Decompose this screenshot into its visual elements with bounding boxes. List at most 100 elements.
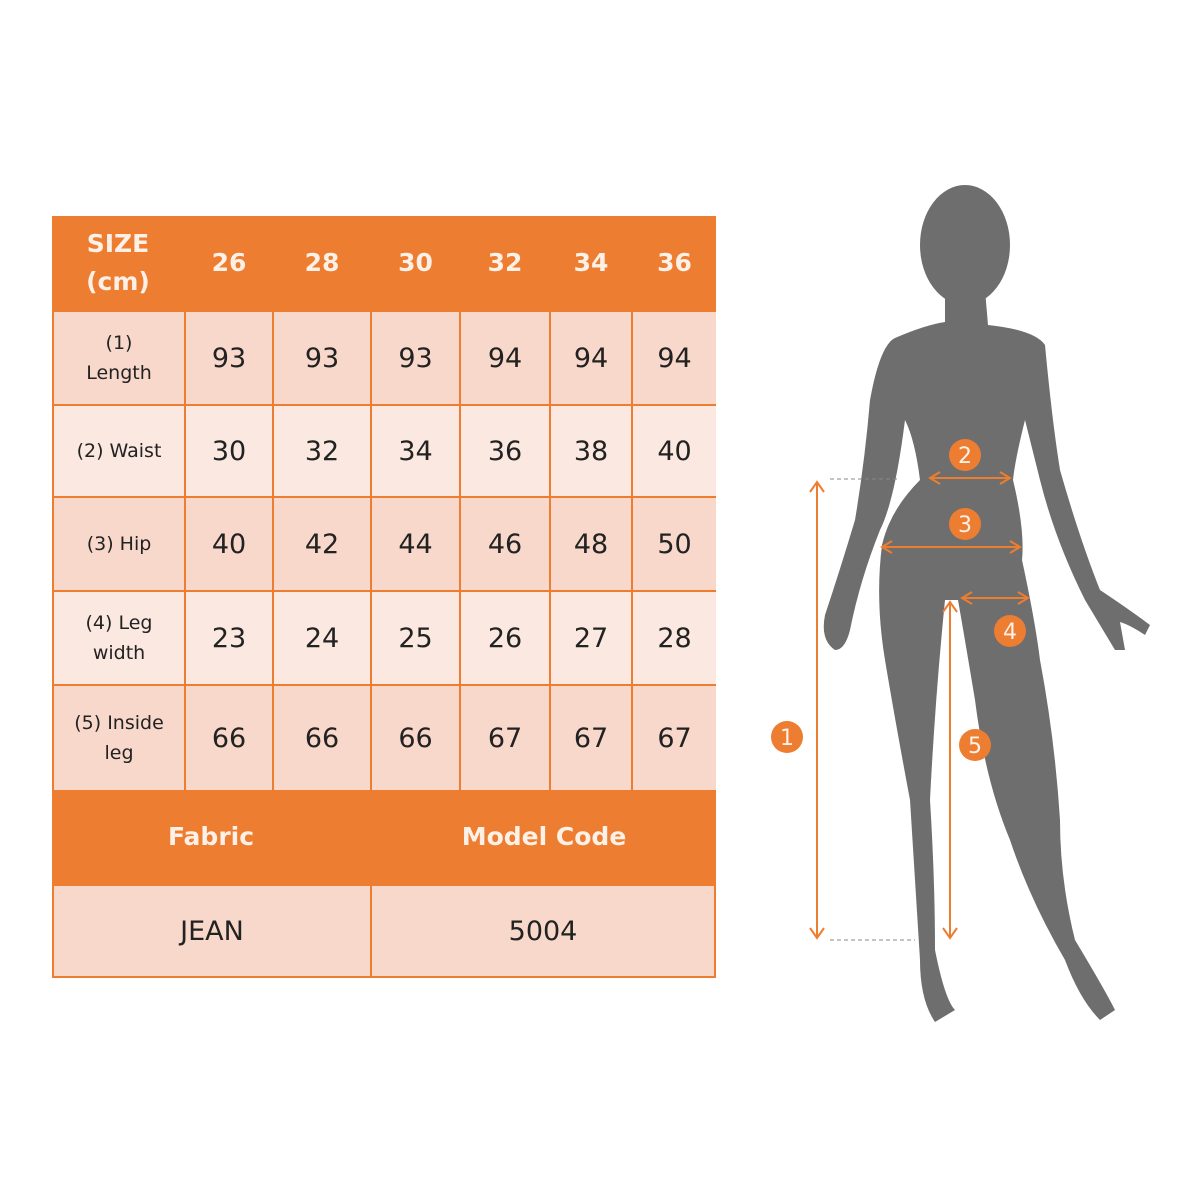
row-label-text: Length xyxy=(86,362,152,384)
row-label: (5) Inside leg xyxy=(54,686,184,790)
measurement-cell-text: 66 xyxy=(398,722,433,754)
measurement-cell-text: 42 xyxy=(304,528,340,560)
measurement-cell: 94 xyxy=(633,312,716,404)
model-code-value-text: 5004 xyxy=(508,915,578,947)
measurement-cell-text: 67 xyxy=(573,722,609,754)
size-column-header-text: 30 xyxy=(398,248,433,277)
measurement-cell: 38 xyxy=(551,406,631,496)
measurement-cell: 28 xyxy=(633,592,716,684)
measurement-cell: 46 xyxy=(461,498,549,590)
measurement-cell-text: 26 xyxy=(487,622,523,654)
size-header-text: SIZE xyxy=(86,229,150,258)
fabric-value-text: JEAN xyxy=(180,915,244,947)
measurement-cell: 93 xyxy=(186,312,272,404)
measurement-cell-text: 67 xyxy=(487,722,523,754)
marker-2-label: 2 xyxy=(958,444,972,469)
measurement-cell: 66 xyxy=(372,686,459,790)
measurement-cell: 26 xyxy=(461,592,549,684)
measurement-cell-text: 50 xyxy=(657,528,692,560)
fabric-value: JEAN xyxy=(54,886,370,976)
marker-5-badge xyxy=(959,729,991,761)
measurement-cell: 30 xyxy=(186,406,272,496)
measurement-cell: 36 xyxy=(461,406,549,496)
measurement-cell: 40 xyxy=(186,498,272,590)
measurement-cell-text: 94 xyxy=(487,342,523,374)
marker-3-badge xyxy=(949,508,981,540)
measurement-cell: 67 xyxy=(633,686,716,790)
marker-1-badge xyxy=(771,721,803,753)
row-label-text: (5) Inside xyxy=(74,712,164,734)
silhouette-icon xyxy=(823,185,1150,1022)
measurement-cell-text: 32 xyxy=(304,435,340,467)
measurement-cell-text: 40 xyxy=(657,435,692,467)
measurement-cell: 67 xyxy=(551,686,631,790)
measurement-cell-text: 94 xyxy=(657,342,692,374)
size-column-header-text: 32 xyxy=(487,248,523,277)
size-chart-table: SIZE (cm) 26 28 30 32 34 36 (1) Length 93 93 93 94 94 9… xyxy=(52,216,716,978)
size-column-header: 34 xyxy=(551,216,631,310)
measurement-cell: 94 xyxy=(461,312,549,404)
measurement-cell-text: 48 xyxy=(573,528,609,560)
row-label-text: (2) Waist xyxy=(76,440,162,462)
measurement-cell: 66 xyxy=(274,686,370,790)
row-label: (4) Leg width xyxy=(54,592,184,684)
measurement-cell-text: 93 xyxy=(398,342,433,374)
measurement-cell-text: 28 xyxy=(657,622,692,654)
model-code-header: Model Code xyxy=(372,790,716,884)
size-column-header: 36 xyxy=(633,216,716,310)
measurement-cell-text: 66 xyxy=(304,722,340,754)
measurement-cell: 93 xyxy=(274,312,370,404)
measurement-cell-text: 66 xyxy=(211,722,247,754)
measurement-cell-text: 24 xyxy=(304,622,340,654)
row-label: (3) Hip xyxy=(54,498,184,590)
measurement-cell-text: 46 xyxy=(487,528,523,560)
size-column-header: 32 xyxy=(461,216,549,310)
measurement-cell: 27 xyxy=(551,592,631,684)
measurement-cell: 42 xyxy=(274,498,370,590)
marker-4-label: 4 xyxy=(1003,620,1017,645)
measurement-cell-text: 27 xyxy=(573,622,609,654)
row-label-text: width xyxy=(92,642,146,664)
row-label-text: leg xyxy=(104,742,134,764)
measurement-cell: 93 xyxy=(372,312,459,404)
measurement-cell: 94 xyxy=(551,312,631,404)
row-label-text: (1) xyxy=(105,332,133,354)
measurement-cell: 67 xyxy=(461,686,549,790)
size-column-header: 28 xyxy=(274,216,370,310)
measurement-cell: 44 xyxy=(372,498,459,590)
marker-5-label: 5 xyxy=(968,734,982,759)
measurement-cell-text: 36 xyxy=(487,435,523,467)
measurement-cell-text: 93 xyxy=(304,342,340,374)
body-silhouette-diagram: 1 2 3 4 5 xyxy=(771,185,1150,1022)
measurement-cell: 25 xyxy=(372,592,459,684)
marker-1-label: 1 xyxy=(780,726,794,751)
measurement-cell-text: 25 xyxy=(398,622,433,654)
row-label-text: (3) Hip xyxy=(86,533,152,555)
size-column-header: 30 xyxy=(372,216,459,310)
model-code-header-text: Model Code xyxy=(461,822,627,851)
row-label: (2) Waist xyxy=(54,406,184,496)
row-label: (1) Length xyxy=(54,312,184,404)
size-column-header-text: 28 xyxy=(304,248,340,277)
measurement-cell: 34 xyxy=(372,406,459,496)
fabric-header-text: Fabric xyxy=(167,822,255,851)
marker-4-badge xyxy=(994,615,1026,647)
measurement-cell: 40 xyxy=(633,406,716,496)
marker-2-badge xyxy=(949,439,981,471)
size-column-header-text: 34 xyxy=(573,248,609,277)
measurement-cell-text: 23 xyxy=(211,622,247,654)
measurement-cell: 24 xyxy=(274,592,370,684)
measurement-cell-text: 44 xyxy=(398,528,433,560)
measurement-cell: 48 xyxy=(551,498,631,590)
measurement-cell: 23 xyxy=(186,592,272,684)
measurement-cell-text: 67 xyxy=(657,722,692,754)
measurement-cell: 66 xyxy=(186,686,272,790)
measurement-cell-text: 38 xyxy=(573,435,609,467)
measurement-cell-text: 93 xyxy=(211,342,247,374)
model-code-value: 5004 xyxy=(372,886,714,976)
fabric-header: Fabric xyxy=(52,790,370,884)
measurement-cell: 50 xyxy=(633,498,716,590)
measurement-cell-text: 30 xyxy=(211,435,247,467)
size-column-header-text: 36 xyxy=(657,248,692,277)
size-header-text: (cm) xyxy=(86,267,150,296)
